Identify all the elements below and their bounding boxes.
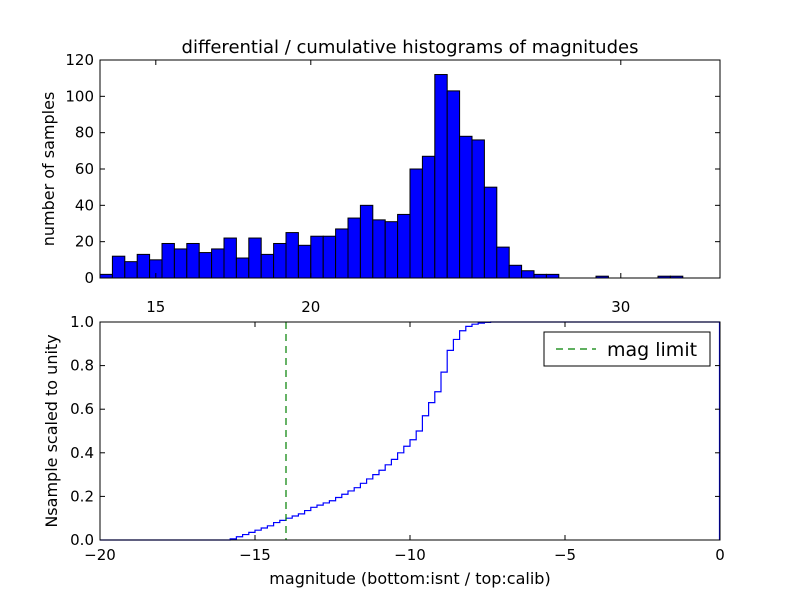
y-tick-label: 40 — [75, 196, 94, 214]
x-tick-label: 0 — [715, 546, 725, 564]
histogram-bars — [99, 74, 684, 279]
y-tick-label: 60 — [75, 160, 94, 178]
histogram-bar — [446, 90, 461, 279]
y-tick-label: 120 — [65, 51, 94, 69]
histogram-bar — [335, 228, 349, 279]
x-tick-label: −20 — [84, 546, 116, 564]
histogram-bar — [297, 244, 312, 279]
top-x-axis: 15 20 30 — [146, 60, 630, 316]
histogram-bar — [285, 232, 299, 279]
histogram-bar — [347, 217, 361, 279]
histogram-bar — [521, 270, 535, 279]
histogram-bar — [235, 257, 250, 279]
chart-title: differential / cumulative histograms of … — [182, 37, 639, 58]
legend-mag-limit-label: mag limit — [607, 339, 697, 361]
histogram-bar — [161, 242, 175, 279]
histogram-bar — [136, 253, 151, 279]
y-tick-label: 80 — [75, 124, 94, 142]
bottom-x-axis: −20 −15 −10 −5 0 — [84, 322, 725, 564]
x-tick-label: 30 — [611, 298, 630, 316]
bottom-x-axis-label: magnitude (bottom:isnt / top:calib) — [269, 569, 550, 588]
x-tick-label: −5 — [554, 546, 576, 564]
y-tick-label: 20 — [75, 233, 94, 251]
histogram-bar — [496, 246, 510, 279]
histogram-bar — [434, 74, 448, 279]
histogram-bar — [248, 237, 262, 279]
x-tick-label: −10 — [394, 546, 426, 564]
histogram-bar — [211, 248, 225, 279]
y-tick-label: 0 — [84, 269, 94, 287]
histogram-bar — [260, 253, 275, 279]
histogram-bar — [384, 221, 399, 279]
y-tick-label: 1.0 — [70, 313, 94, 331]
y-tick-label: 0.0 — [70, 531, 94, 549]
histogram-bar — [372, 219, 386, 279]
histogram-bar — [533, 273, 547, 279]
histogram-bar — [483, 186, 498, 279]
top-y-axis: 0 20 40 60 80 100 120 — [65, 51, 720, 287]
histogram-bar — [545, 273, 560, 279]
x-tick-label: −15 — [239, 546, 271, 564]
histogram-bar — [409, 168, 423, 279]
histogram-bar — [223, 237, 237, 279]
y-tick-label: 100 — [65, 87, 94, 105]
histogram-bar — [198, 252, 213, 279]
x-tick-label: 20 — [301, 298, 320, 316]
y-tick-label: 0.2 — [70, 487, 94, 505]
histogram-bar — [459, 135, 473, 279]
histogram-bar — [310, 235, 324, 279]
legend: mag limit — [543, 331, 711, 367]
histogram-bar — [111, 255, 126, 279]
histogram-bar — [273, 242, 287, 279]
x-tick-label: 15 — [146, 298, 165, 316]
histogram-bar — [359, 204, 374, 279]
y-tick-label: 0.4 — [70, 444, 94, 462]
bottom-y-axis-label: Nsample scaled to unity — [42, 334, 61, 527]
histogram-bar — [471, 139, 485, 279]
bottom-y-axis: 0.0 0.2 0.4 0.6 0.8 1.0 — [70, 313, 720, 549]
y-tick-label: 0.6 — [70, 400, 94, 418]
histogram-bar — [508, 264, 523, 279]
histogram-bar — [322, 235, 337, 279]
histogram-bar — [99, 273, 113, 279]
y-tick-label: 0.8 — [70, 357, 94, 375]
histogram-bar — [421, 155, 436, 279]
histogram-bar — [186, 242, 200, 279]
cumulative-line — [100, 321, 720, 541]
top-y-axis-label: number of samples — [39, 92, 58, 247]
histogram-bar — [173, 248, 188, 279]
histogram-bar — [397, 213, 411, 279]
histogram-bar — [124, 261, 138, 279]
